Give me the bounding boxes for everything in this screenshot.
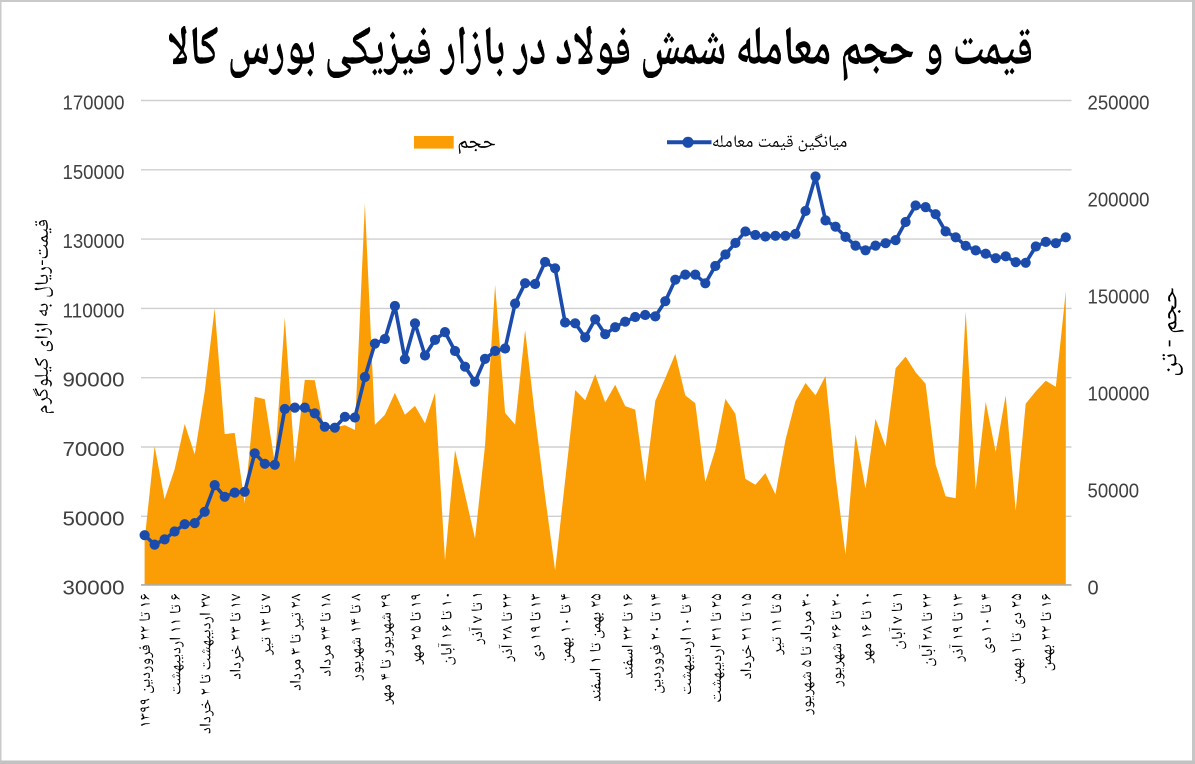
svg-text:90000: 90000 (63, 370, 125, 392)
svg-text:50000: 50000 (63, 508, 125, 530)
svg-text:110000: 110000 (63, 300, 125, 322)
svg-text:0: 0 (1088, 578, 1099, 600)
svg-text:250000: 250000 (1088, 93, 1150, 115)
svg-text:30000: 30000 (63, 578, 125, 600)
svg-text:100000: 100000 (1088, 384, 1150, 406)
svg-text:170000: 170000 (63, 93, 125, 115)
svg-text:50000: 50000 (1088, 481, 1140, 503)
svg-text:130000: 130000 (63, 231, 125, 253)
svg-text:200000: 200000 (1088, 190, 1150, 212)
svg-text:150000: 150000 (1088, 287, 1150, 309)
svg-text:70000: 70000 (63, 439, 125, 461)
svg-text:150000: 150000 (63, 162, 125, 184)
